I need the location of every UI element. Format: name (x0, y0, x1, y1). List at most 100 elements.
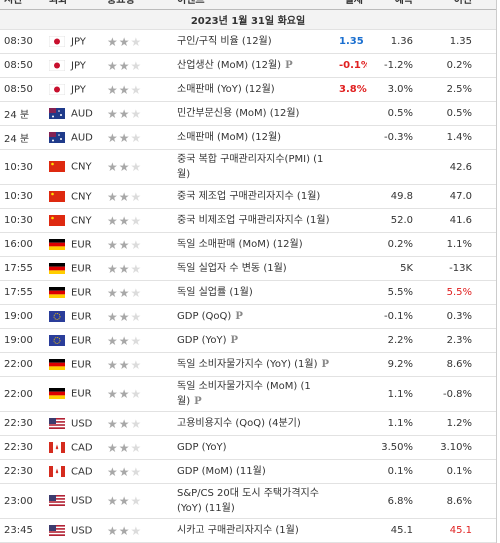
previous: 1.35 (417, 29, 496, 54)
currency: CAD (71, 442, 93, 454)
event: 독일 소비자물가지수 (MoM) (1월) (177, 381, 311, 407)
star: ★ (130, 387, 142, 401)
actual (335, 125, 367, 150)
importance: ★★★ (103, 149, 173, 185)
flag-icon (49, 495, 65, 507)
currency: CNY (71, 161, 92, 173)
star: ★ (118, 357, 130, 372)
currency-cell: JPY (45, 29, 103, 54)
currency: EUR (71, 359, 92, 371)
star: ★ (130, 464, 142, 479)
flag-icon (49, 465, 65, 477)
currency-cell: EUR (45, 280, 103, 305)
importance: ★★★ (103, 304, 173, 329)
event: 독일 소비자물가지수 (YoY) (1월) (177, 359, 318, 370)
preliminary-icon: P (230, 335, 238, 346)
flag-icon (49, 238, 65, 250)
time: 17:55 (0, 280, 45, 305)
currency: USD (71, 525, 93, 537)
event: S&P/CS 20대 도시 주택가격지수 (YoY) (11월) (177, 488, 319, 514)
event-row: 10:30 CNY ★★★ 중국 제조업 구매관리자지수 (1월) 49.8 47.0 (0, 184, 496, 209)
importance: ★★★ (103, 376, 173, 412)
preliminary-icon: P (194, 396, 202, 407)
time: 19:00 (0, 328, 45, 353)
time: 10:30 (0, 184, 45, 209)
importance: ★★★ (103, 352, 173, 377)
flag-icon (49, 262, 65, 274)
star: ★ (118, 213, 130, 228)
flag-icon (49, 334, 65, 346)
currency: USD (71, 495, 93, 507)
currency-cell: EUR (45, 304, 103, 329)
actual (335, 280, 367, 305)
currency-cell: JPY (45, 77, 103, 102)
star: ★ (118, 261, 130, 276)
star: ★ (107, 387, 118, 401)
event-row: 23:45 USD ★★★ 시카고 구매관리자지수 (1월) 45.1 45.1 (0, 518, 496, 543)
currency-cell: USD (45, 518, 103, 543)
flag-icon (49, 107, 65, 119)
event-row: 24 분 AUD ★★★ 소매판매 (MoM) (12월) -0.3% 1.4% (0, 125, 496, 150)
previous: 0.3% (417, 304, 496, 329)
event: 독일 소매판매 (MoM) (12월) (177, 239, 303, 250)
flag-icon (49, 524, 65, 536)
star: ★ (118, 189, 130, 204)
event: 중국 제조업 구매관리자지수 (1월) (177, 191, 321, 202)
currency: CNY (71, 215, 92, 227)
currency: USD (71, 418, 93, 430)
event: 민간부문신용 (MoM) (12월) (177, 108, 300, 119)
flag-icon (49, 214, 65, 226)
previous: 3.10% (417, 435, 496, 460)
date: 2023년 1월 31일 화요일 (0, 9, 496, 30)
event: 소매판매 (YoY) (12월) (177, 84, 275, 95)
time: 23:45 (0, 518, 45, 543)
column-header: 이전 (417, 0, 496, 10)
currency-cell: CNY (45, 149, 103, 185)
star: ★ (130, 309, 142, 324)
event: 소매판매 (MoM) (12월) (177, 132, 282, 143)
currency-cell: EUR (45, 376, 103, 412)
flag-icon (49, 417, 65, 429)
importance: ★★★ (103, 77, 173, 102)
star: ★ (130, 494, 142, 508)
star: ★ (118, 333, 130, 348)
actual (335, 328, 367, 353)
event-cell: GDP (YoY) P (173, 328, 335, 353)
forecast: -1.2% (367, 53, 417, 78)
time: 23:00 (0, 483, 45, 519)
actual (335, 435, 367, 460)
preliminary-icon: P (321, 359, 330, 370)
forecast: 2.2% (367, 328, 417, 353)
importance: ★★★ (103, 483, 173, 519)
time: 08:30 (0, 29, 45, 54)
currency: CAD (71, 466, 93, 478)
previous: 1.4% (417, 125, 496, 150)
event-cell: 소매판매 (MoM) (12월) (173, 125, 335, 150)
currency: JPY (71, 36, 86, 48)
forecast: -0.3% (367, 125, 417, 150)
event: 시카고 구매관리자지수 (1월) (177, 525, 299, 536)
currency: EUR (71, 388, 92, 400)
event-row: 17:55 EUR ★★★ 독일 실업자 수 변동 (1월) 5K -13K (0, 256, 496, 281)
event-cell: 중국 비제조업 구매관리자지수 (1월) (173, 208, 335, 233)
time: 08:50 (0, 77, 45, 102)
flag-icon (49, 286, 65, 298)
star: ★ (118, 106, 130, 121)
event-cell: 소매판매 (YoY) (12월) (173, 77, 335, 102)
importance: ★★★ (103, 280, 173, 305)
time: 17:55 (0, 256, 45, 281)
forecast: 49.8 (367, 184, 417, 209)
actual (335, 518, 367, 543)
actual (335, 208, 367, 233)
star: ★ (107, 189, 118, 204)
star: ★ (107, 261, 118, 276)
event-row: 08:30 JPY ★★★ 구인/구직 비율 (12월) 1.35 1.36 1.35 (0, 29, 496, 54)
star: ★ (107, 309, 118, 324)
currency-cell: EUR (45, 352, 103, 377)
event-cell: 산업생산 (MoM) (12월) P (173, 53, 335, 78)
event: 중국 복합 구매관리자지수(PMI) (1월) (177, 154, 324, 180)
star: ★ (130, 333, 142, 348)
currency: EUR (71, 335, 92, 347)
